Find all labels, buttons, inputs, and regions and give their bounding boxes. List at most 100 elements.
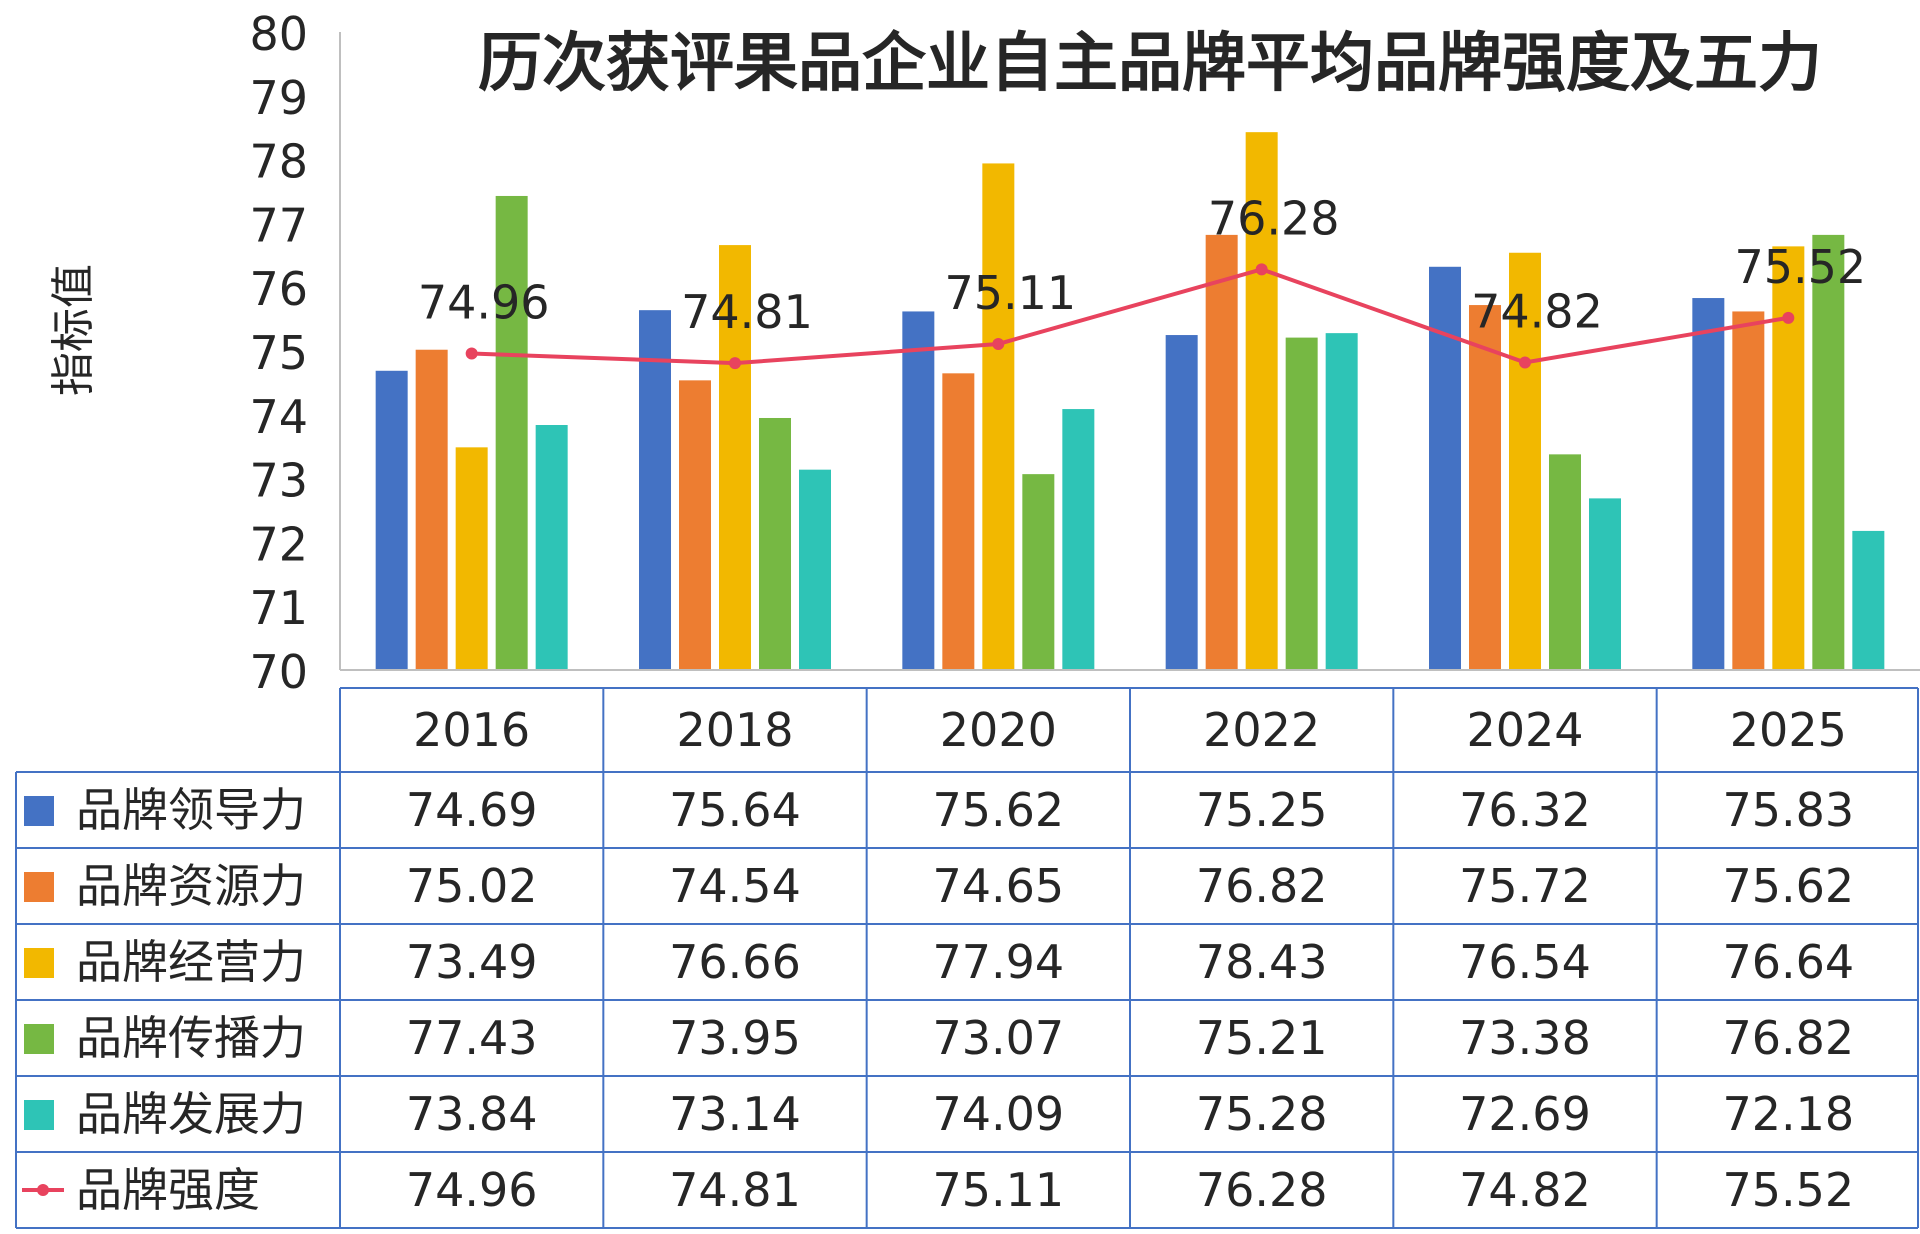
data-table: 2016 2018 2020 2022 2024 2025 品牌领导力 74.69 75.64 7… <box>15 687 1919 1229</box>
bar-2022-s2 <box>1245 132 1278 670</box>
bar-2018-s4 <box>799 469 831 670</box>
data-label-2025: 75.52 <box>1734 240 1866 294</box>
bar-2024-s4 <box>1589 498 1621 670</box>
bar-2016-s1 <box>415 349 448 670</box>
legend-label-s5: 品牌强度 <box>76 1163 260 1217</box>
line-point-2018 <box>729 357 741 370</box>
y-tick-label: 71 <box>249 581 308 635</box>
x-category-label: 2018 <box>676 703 793 757</box>
legend-label-s0: 品牌领导力 <box>76 783 306 837</box>
x-category-label: 2020 <box>940 703 1057 757</box>
table-cell: 75.21 <box>1196 1011 1328 1065</box>
bar-2022-s3 <box>1285 337 1318 670</box>
table-cell: 75.72 <box>1459 859 1591 913</box>
bar-2024-s3 <box>1549 454 1581 670</box>
table-cell: 78.43 <box>1196 935 1328 989</box>
legend-swatch-s3 <box>24 1024 54 1054</box>
table-cell: 76.54 <box>1459 935 1591 989</box>
line-series-brand-strength <box>471 267 1789 366</box>
y-tick-label: 73 <box>249 454 308 508</box>
bar-2016-s4 <box>535 425 568 670</box>
table-cell: 74.81 <box>669 1163 801 1217</box>
y-axis-label: 指标值 <box>48 264 99 396</box>
y-axis-ticks: 70 71 72 73 74 75 76 77 78 79 80 <box>249 7 308 699</box>
table-cell: 73.07 <box>932 1011 1064 1065</box>
legend-swatch-s0 <box>24 796 54 826</box>
bar-2018-s0 <box>639 310 671 670</box>
bar-2025-s4 <box>1852 530 1885 670</box>
bar-2020-s2 <box>982 163 1015 671</box>
table-cell: 73.38 <box>1459 1011 1591 1065</box>
bar-2018-s2 <box>719 245 751 671</box>
y-tick-label: 79 <box>249 71 308 125</box>
bar-2020-s0 <box>902 311 935 670</box>
table-cell: 75.64 <box>669 783 801 837</box>
table-cell: 75.83 <box>1722 783 1854 837</box>
table-cell: 72.69 <box>1459 1087 1591 1141</box>
legend-label-s2: 品牌经营力 <box>76 935 306 989</box>
table-cell: 74.65 <box>932 859 1064 913</box>
table-cell: 73.95 <box>669 1011 801 1065</box>
table-cell: 74.54 <box>669 859 801 913</box>
table-cell: 75.62 <box>1722 859 1854 913</box>
table-cell: 75.02 <box>406 859 538 913</box>
bar-group <box>375 132 1885 671</box>
bar-2025-s1 <box>1732 311 1765 670</box>
line-point-2020 <box>992 337 1005 350</box>
legend-label-s1: 品牌资源力 <box>76 859 306 913</box>
data-label-2022: 76.28 <box>1208 191 1340 245</box>
table-cell: 76.82 <box>1196 859 1328 913</box>
line-point-2016 <box>465 347 478 360</box>
chart-title: 历次获评果品企业自主品牌平均品牌强度及五力 <box>478 26 1822 101</box>
table-cell: 76.28 <box>1196 1163 1328 1217</box>
line-point-2025 <box>1782 311 1795 324</box>
bar-2022-s4 <box>1325 333 1358 670</box>
table-cell: 76.66 <box>669 935 801 989</box>
legend-swatch-s1 <box>24 872 54 902</box>
y-tick-label: 76 <box>249 262 308 316</box>
x-category-label: 2022 <box>1203 703 1320 757</box>
table-cell: 76.82 <box>1722 1011 1854 1065</box>
bar-2024-s1 <box>1469 305 1501 670</box>
bar-2016-s3 <box>495 195 528 670</box>
legend-line-marker <box>37 1184 49 1196</box>
table-cell: 75.11 <box>932 1163 1064 1217</box>
line-layer: 74.96 74.81 75.11 76.28 74.82 75.52 <box>418 191 1866 370</box>
bar-2016-s0 <box>375 370 408 670</box>
table-cell: 77.94 <box>932 935 1064 989</box>
bar-2025-s3 <box>1812 234 1845 670</box>
y-tick-label: 78 <box>249 135 308 189</box>
table-cell: 73.84 <box>406 1087 538 1141</box>
legend-swatch-s2 <box>24 948 54 978</box>
table-cell: 72.18 <box>1722 1087 1854 1141</box>
y-tick-label: 80 <box>249 7 308 61</box>
line-point-2024 <box>1519 356 1531 369</box>
x-category-label: 2025 <box>1730 703 1847 757</box>
x-category-label: 2016 <box>413 703 530 757</box>
legend-label-s4: 品牌发展力 <box>76 1087 306 1141</box>
legend-swatch-s4 <box>24 1100 54 1130</box>
line-point-2022 <box>1255 263 1268 276</box>
y-tick-label: 74 <box>249 390 308 444</box>
table-cell: 75.28 <box>1196 1087 1328 1141</box>
y-tick-label: 77 <box>249 198 308 252</box>
bar-2024-s2 <box>1509 252 1541 671</box>
table-cell: 73.49 <box>406 935 538 989</box>
data-label-2020: 75.11 <box>944 266 1076 320</box>
table-cell: 73.14 <box>669 1087 801 1141</box>
bar-2022-s1 <box>1205 234 1238 670</box>
table-cell: 74.96 <box>406 1163 538 1217</box>
bar-2022-s0 <box>1165 335 1198 670</box>
y-tick-label: 72 <box>249 517 308 571</box>
bar-2020-s1 <box>942 373 975 670</box>
table-cell: 76.32 <box>1459 783 1591 837</box>
bar-2016-s2 <box>455 447 488 670</box>
y-tick-label: 70 <box>249 645 308 699</box>
table-cell: 75.62 <box>932 783 1064 837</box>
bar-2025-s2 <box>1772 246 1805 671</box>
bar-2025-s0 <box>1692 298 1725 670</box>
y-tick-label: 75 <box>249 326 308 380</box>
table-cell: 74.69 <box>406 783 538 837</box>
table-cell: 75.52 <box>1722 1163 1854 1217</box>
